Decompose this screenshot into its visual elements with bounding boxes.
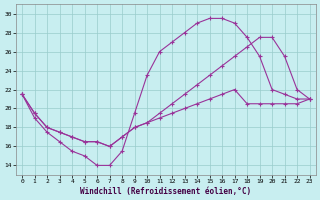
X-axis label: Windchill (Refroidissement éolien,°C): Windchill (Refroidissement éolien,°C)	[80, 187, 252, 196]
